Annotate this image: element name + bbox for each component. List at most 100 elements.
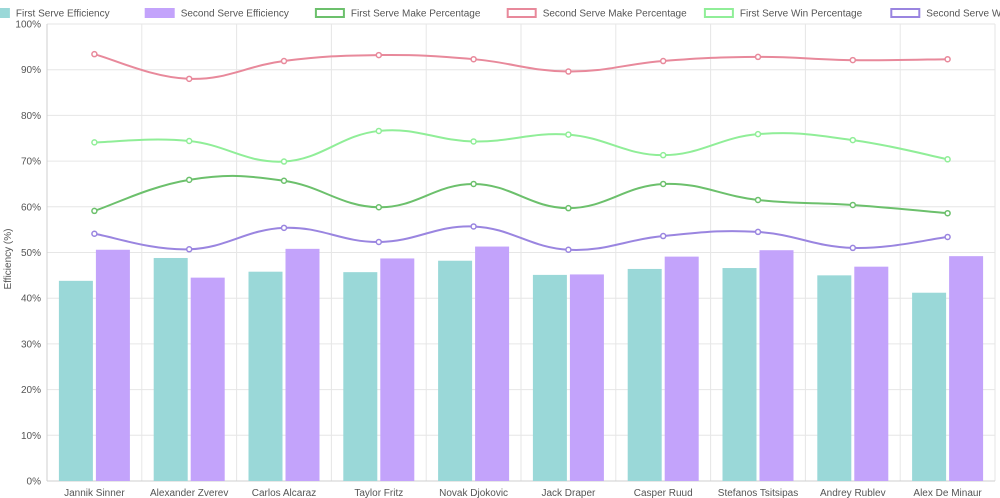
x-tick-label: Andrey Rublev [820, 488, 886, 498]
series-point-0 [849, 201, 857, 209]
legend-swatch [144, 8, 175, 18]
x-tick-label: Casper Ruud [634, 488, 693, 498]
x-tick-label: Novak Djokovic [439, 488, 508, 498]
x-tick-label: Jannik Sinner [64, 488, 125, 498]
bar-second-serve-efficiency [380, 258, 415, 481]
legend-swatch [506, 8, 537, 18]
series-point-0 [470, 180, 477, 188]
y-tick-label: 100% [15, 20, 41, 31]
y-tick-label: 20% [21, 385, 41, 396]
series-point-3 [565, 246, 572, 254]
bar-second-serve-efficiency [190, 277, 225, 481]
bar-second-serve-efficiency [569, 274, 604, 481]
series-point-2 [565, 131, 572, 138]
series-point-0 [91, 207, 98, 215]
y-tick-label: 70% [21, 157, 41, 168]
legend-swatch [314, 8, 345, 18]
bar-second-serve-efficiency [854, 266, 889, 481]
lines [91, 50, 951, 254]
series-point-2 [754, 130, 762, 138]
bar-first-serve-efficiency [722, 268, 757, 481]
series-point-0 [754, 196, 762, 204]
bar-first-serve-efficiency [343, 272, 378, 481]
y-tick-label: 80% [21, 111, 41, 122]
bar-second-serve-efficiency [759, 250, 794, 481]
series-point-2 [91, 139, 98, 146]
bar-first-serve-efficiency [248, 271, 283, 481]
series-point-3 [944, 233, 951, 241]
series-line-3 [94, 225, 948, 251]
bar-first-serve-efficiency [438, 260, 473, 481]
series-point-1 [754, 53, 762, 61]
series-point-3 [849, 244, 857, 252]
series-point-3 [280, 224, 288, 232]
series-point-3 [375, 238, 383, 246]
x-tick-label: Taylor Fritz [354, 488, 403, 498]
series-point-1 [375, 51, 383, 59]
y-tick-label: 90% [21, 65, 41, 76]
series-point-1 [565, 68, 572, 75]
series-point-0 [375, 204, 383, 211]
series-point-1 [91, 50, 98, 58]
x-axis: Jannik Sinner Alexander Zverev Carlos Alca… [64, 488, 982, 498]
y-axis: 0% 10% 20% 30% 40% 50% 60% 70% 80% 90% 100% [15, 20, 41, 488]
legend-label: First Serve Make Percentage [351, 9, 481, 20]
x-tick-label: Alexander Zverev [150, 488, 228, 498]
bar-first-serve-efficiency [153, 257, 188, 481]
series-point-1 [470, 55, 477, 63]
series-point-0 [185, 176, 193, 184]
legend-swatch [0, 8, 10, 18]
series-line-0 [94, 174, 948, 215]
series-point-0 [659, 180, 667, 188]
series-point-3 [185, 246, 193, 253]
y-tick-label: 50% [21, 248, 41, 259]
series-point-1 [280, 57, 288, 65]
series-point-0 [280, 177, 288, 185]
series-point-2 [470, 138, 477, 145]
series-point-2 [280, 158, 288, 165]
bar-first-serve-efficiency [817, 275, 852, 481]
series-point-2 [185, 137, 193, 145]
y-tick-label: 60% [21, 202, 41, 213]
y-tick-label: 40% [21, 294, 41, 305]
series-point-3 [754, 228, 762, 236]
bar-second-serve-efficiency [95, 249, 130, 481]
series-point-2 [849, 136, 857, 144]
series-point-1 [849, 56, 857, 64]
legend-swatch [890, 8, 921, 18]
series-point-0 [565, 204, 572, 212]
series-point-1 [659, 57, 667, 65]
series-point-3 [659, 232, 667, 240]
legend-swatch [703, 8, 734, 18]
series-point-1 [185, 75, 193, 83]
series-point-2 [944, 156, 951, 163]
legend-label: First Serve Win Percentage [740, 9, 863, 20]
x-tick-label: Carlos Alcaraz [252, 488, 316, 498]
bar-second-serve-efficiency [664, 256, 699, 481]
bar-second-serve-efficiency [285, 248, 320, 481]
x-tick-label: Stefanos Tsitsipas [718, 488, 798, 498]
bars [58, 246, 984, 481]
series-point-0 [944, 209, 951, 217]
grid [46, 23, 996, 482]
bar-first-serve-efficiency [627, 268, 662, 481]
series-point-1 [944, 55, 951, 63]
legend-label: Second Serve Win Percentage [926, 9, 1000, 20]
y-axis-title: Efficiency (%) [3, 229, 14, 290]
series-point-2 [659, 151, 667, 159]
bar-second-serve-efficiency [949, 256, 984, 481]
series-line-2 [94, 129, 948, 163]
bar-first-serve-efficiency [532, 274, 567, 481]
y-tick-label: 0% [27, 477, 42, 488]
series-point-2 [375, 127, 383, 135]
legend: First Serve Efficiency Second Serve Effic… [0, 8, 1000, 20]
series-line-1 [94, 53, 948, 80]
y-tick-label: 10% [21, 431, 41, 442]
series-point-3 [91, 230, 98, 238]
series-point-3 [470, 223, 477, 230]
legend-label: Second Serve Efficiency [181, 9, 289, 20]
y-tick-label: 30% [21, 339, 41, 350]
bar-second-serve-efficiency [475, 246, 510, 481]
x-tick-label: Jack Draper [541, 488, 596, 498]
